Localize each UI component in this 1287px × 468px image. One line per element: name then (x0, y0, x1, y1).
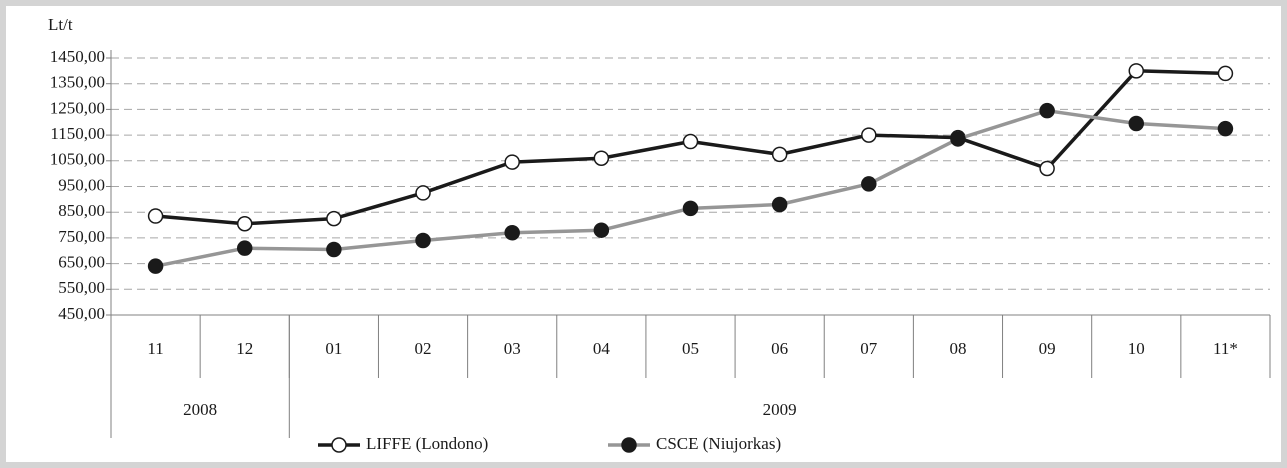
data-point (147, 208, 164, 224)
data-point (861, 176, 877, 192)
data-point (593, 150, 610, 166)
x-tick-label: 11 (147, 339, 163, 358)
data-point (771, 196, 788, 213)
x-tick-label: 05 (682, 339, 699, 358)
data-point (326, 241, 342, 258)
x-tick-label: 02 (415, 339, 432, 358)
data-point (861, 127, 877, 143)
data-point (682, 200, 699, 217)
x-tick-label: 08 (949, 339, 966, 358)
y-tick-label: 1450,00 (50, 47, 105, 66)
legend-marker (621, 437, 637, 453)
data-point (236, 216, 253, 232)
x-tick-label: 04 (593, 339, 611, 358)
data-point (147, 258, 164, 274)
data-point (1217, 120, 1234, 137)
data-point (415, 185, 431, 201)
y-tick-label: 1350,00 (50, 73, 105, 92)
y-tick-label: 1250,00 (50, 98, 105, 117)
data-point (1128, 63, 1145, 79)
y-tick-label: 750,00 (58, 227, 105, 246)
data-point (1039, 102, 1055, 119)
data-point (415, 232, 431, 249)
legend-label: LIFFE (Londono) (366, 434, 488, 453)
y-tick-label: 950,00 (58, 175, 105, 194)
x-tick-label: 06 (771, 339, 788, 358)
data-point (950, 131, 966, 147)
data-point (1039, 160, 1055, 177)
x-tick-label: 01 (325, 339, 342, 358)
x-tick-label: 09 (1039, 339, 1056, 358)
y-tick-label: 850,00 (58, 201, 105, 220)
data-point (682, 133, 699, 150)
data-point (593, 222, 610, 238)
legend-marker (331, 437, 347, 453)
legend-label: CSCE (Niujorkas) (656, 434, 781, 453)
y-tick-label: 1150,00 (50, 124, 105, 143)
data-point (1217, 65, 1234, 82)
y-tick-label: 450,00 (58, 304, 105, 323)
y-tick-label: 1050,00 (50, 150, 105, 169)
y-tick-label: 550,00 (58, 278, 105, 297)
x-tick-label: 11* (1213, 339, 1238, 358)
y-axis-label: Lt/t (48, 15, 73, 34)
x-tick-label: 10 (1128, 339, 1145, 358)
data-point (504, 154, 520, 170)
x-group-label: 2009 (763, 400, 797, 419)
data-point (1128, 115, 1145, 132)
data-point (236, 240, 253, 256)
data-point (504, 225, 520, 241)
data-point (771, 146, 788, 163)
data-point (326, 210, 342, 227)
x-tick-label: 12 (236, 339, 253, 358)
y-tick-label: 650,00 (58, 253, 105, 272)
x-tick-label: 07 (860, 339, 878, 358)
x-group-label: 2008 (183, 400, 217, 419)
x-tick-label: 03 (504, 339, 521, 358)
